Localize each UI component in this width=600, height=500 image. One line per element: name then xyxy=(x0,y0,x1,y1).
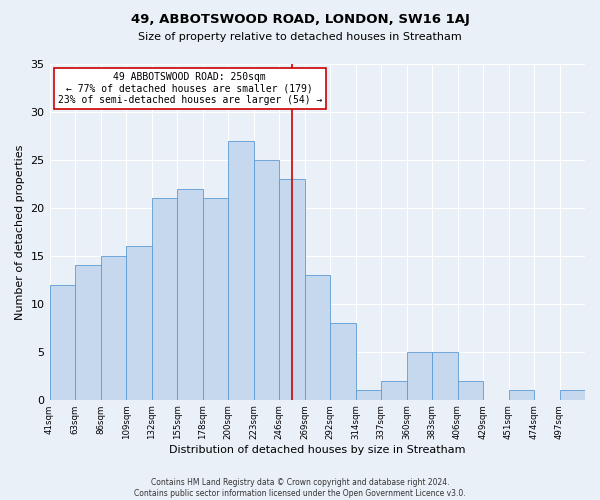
Bar xyxy=(407,352,432,400)
Bar xyxy=(152,198,177,400)
Bar xyxy=(101,256,126,400)
Bar xyxy=(509,390,534,400)
Bar xyxy=(228,140,254,400)
Bar xyxy=(381,380,407,400)
Text: Size of property relative to detached houses in Streatham: Size of property relative to detached ho… xyxy=(138,32,462,42)
X-axis label: Distribution of detached houses by size in Streatham: Distribution of detached houses by size … xyxy=(169,445,466,455)
Bar xyxy=(305,275,330,400)
Bar xyxy=(279,179,305,400)
Text: 49, ABBOTSWOOD ROAD, LONDON, SW16 1AJ: 49, ABBOTSWOOD ROAD, LONDON, SW16 1AJ xyxy=(131,12,469,26)
Bar xyxy=(560,390,585,400)
Bar xyxy=(177,188,203,400)
Bar xyxy=(50,284,75,400)
Bar xyxy=(356,390,381,400)
Bar xyxy=(75,266,101,400)
Bar xyxy=(330,323,356,400)
Bar xyxy=(458,380,483,400)
Y-axis label: Number of detached properties: Number of detached properties xyxy=(15,144,25,320)
Bar xyxy=(126,246,152,400)
Bar xyxy=(254,160,279,400)
Text: Contains HM Land Registry data © Crown copyright and database right 2024.
Contai: Contains HM Land Registry data © Crown c… xyxy=(134,478,466,498)
Text: 49 ABBOTSWOOD ROAD: 250sqm
← 77% of detached houses are smaller (179)
23% of sem: 49 ABBOTSWOOD ROAD: 250sqm ← 77% of deta… xyxy=(58,72,322,105)
Bar xyxy=(432,352,458,400)
Bar xyxy=(203,198,228,400)
